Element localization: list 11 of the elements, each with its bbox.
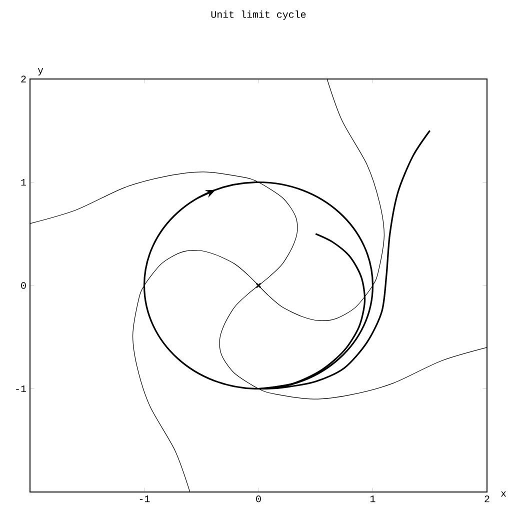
x-tick-label: -1	[140, 496, 150, 502]
chart-title: Unit limit cycle	[211, 10, 306, 20]
x-tick-label: 0	[256, 496, 261, 502]
y-tick-label: 2	[21, 76, 26, 82]
y-tick-label: 0	[21, 282, 26, 289]
x-tick-label: 2	[484, 496, 490, 502]
x-tick-label: 1	[370, 496, 376, 502]
y-tick-label: -1	[16, 385, 26, 392]
y-tick-label: 1	[21, 178, 26, 186]
x-axis-title: x	[500, 491, 506, 497]
y-axis-title: y	[38, 68, 44, 76]
